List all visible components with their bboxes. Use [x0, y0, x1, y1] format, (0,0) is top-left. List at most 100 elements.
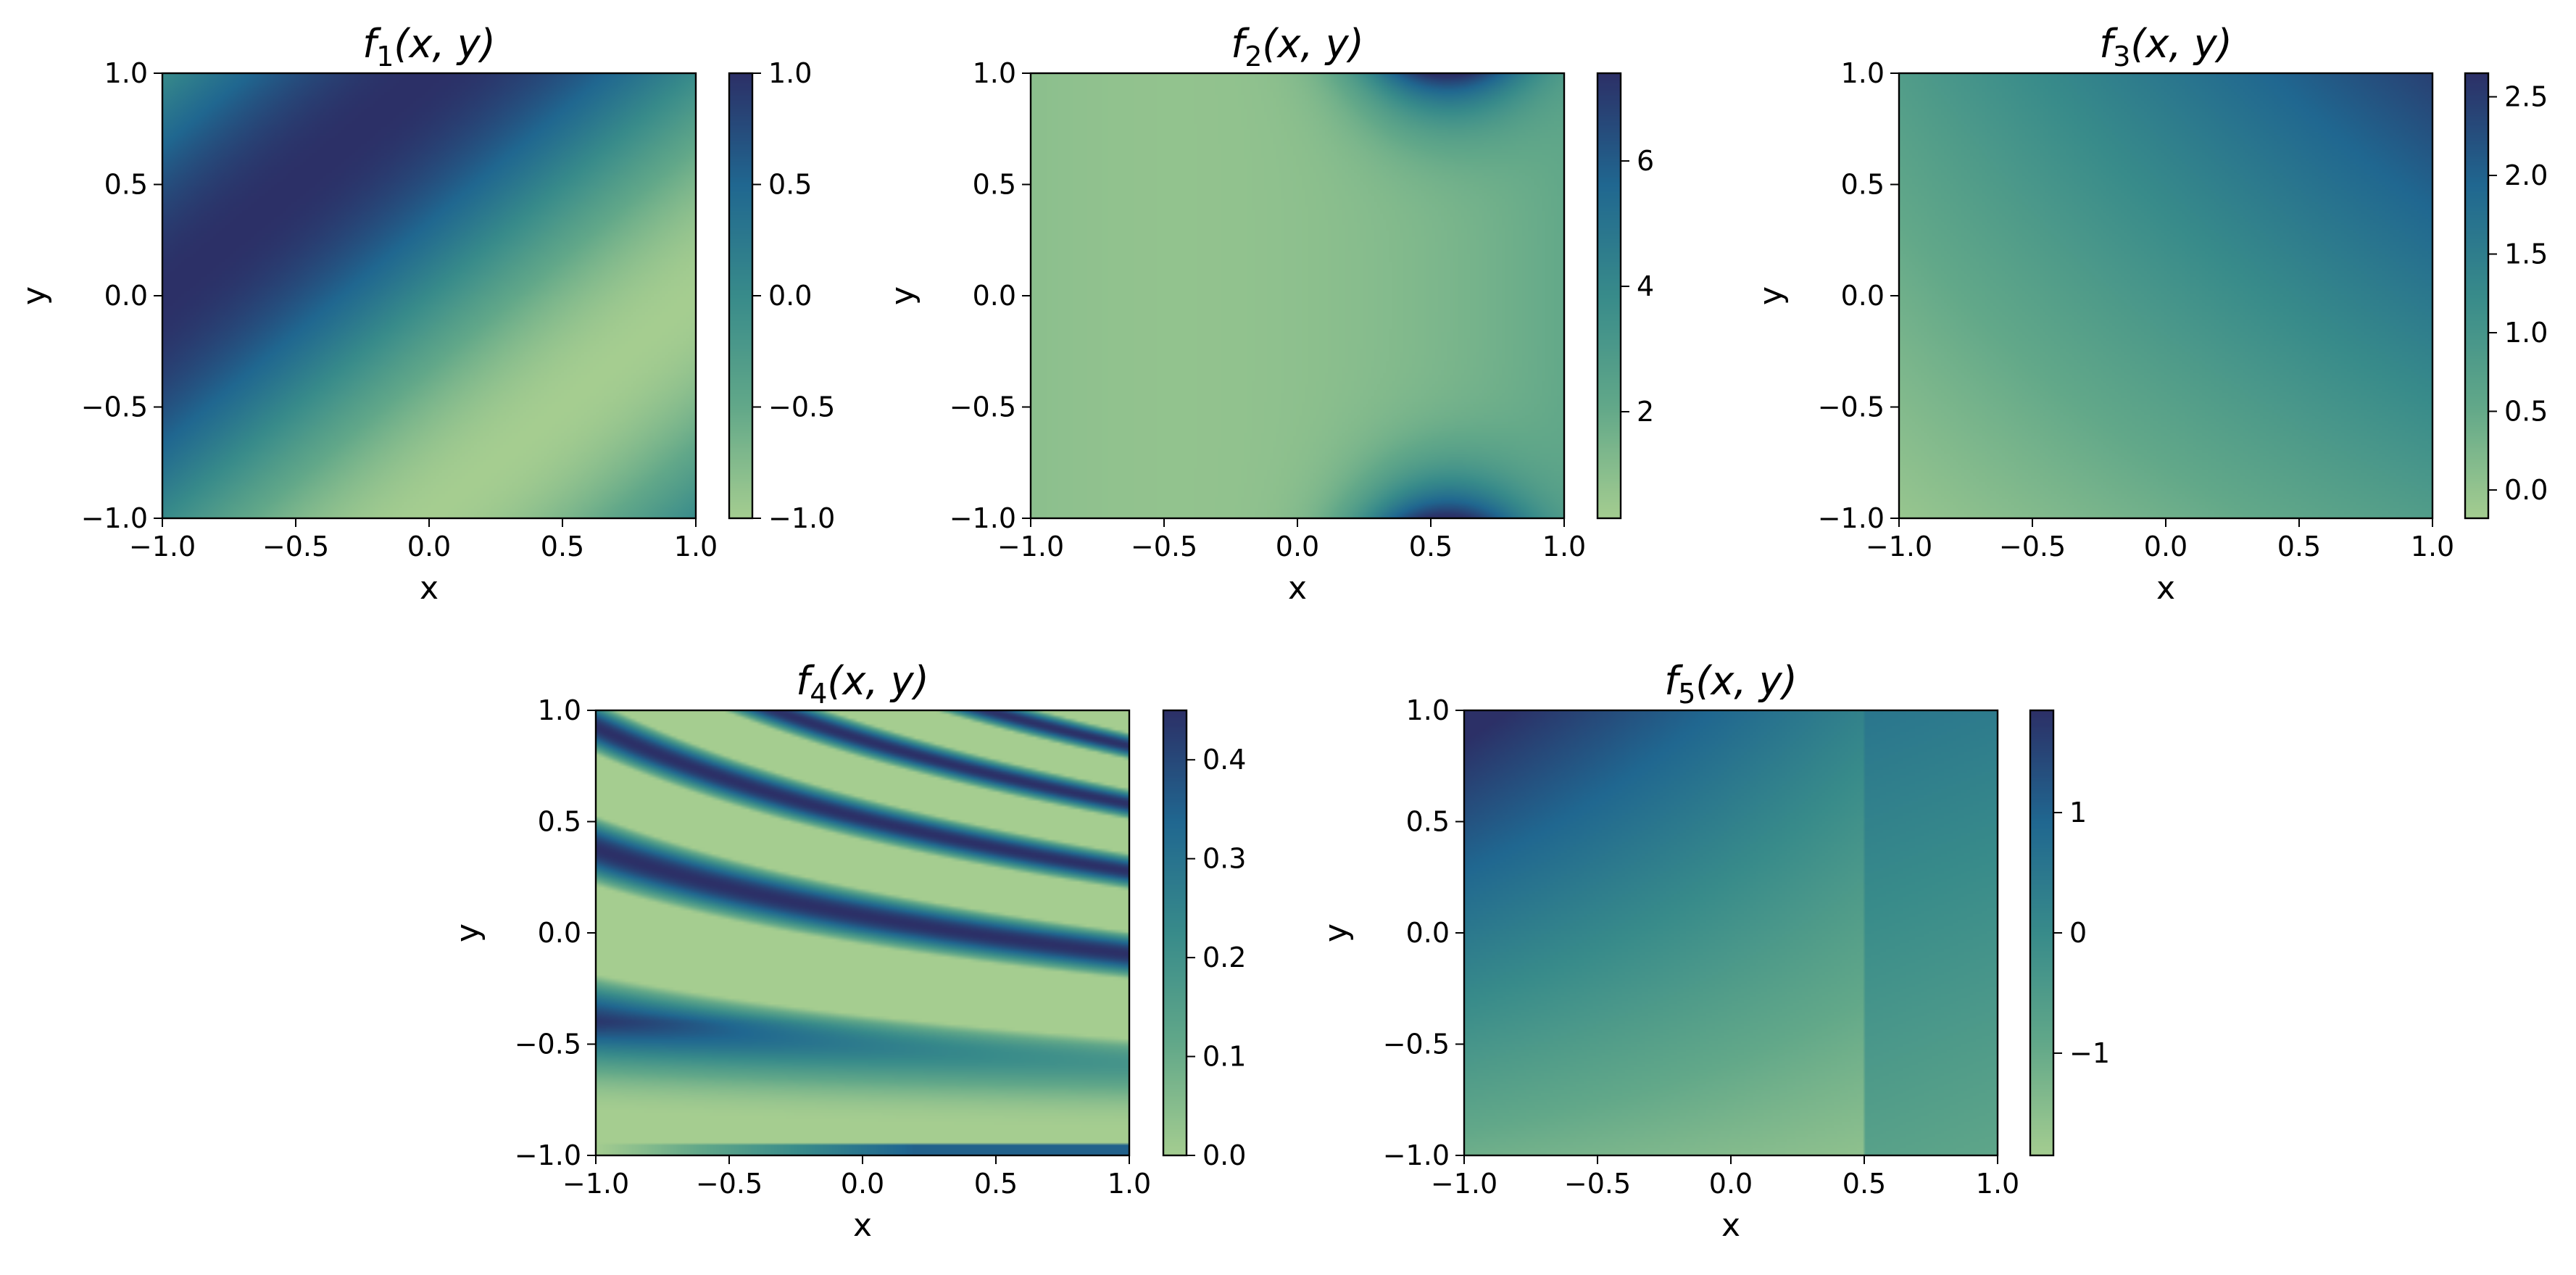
heatmap-image [1899, 73, 2432, 518]
y-tick-label: −1.0 [1818, 502, 1885, 534]
colorbar-tick-label: −0.5 [768, 391, 835, 423]
x-tick-label: 0.5 [1842, 1168, 1886, 1200]
x-tick-label: −0.5 [696, 1168, 763, 1200]
y-tick-label: 1.0 [1841, 57, 1885, 89]
x-tick-label: −1.0 [997, 531, 1064, 562]
x-axis-label: x [420, 570, 439, 607]
title-arguments: (x, y) [2130, 21, 2232, 67]
colorbar-gradient [2030, 710, 2053, 1155]
x-tick-label: −0.5 [262, 531, 329, 562]
x-tick-label: 1.0 [1976, 1168, 2019, 1200]
y-tick-label: 1.0 [104, 57, 148, 89]
colorbar-tick-label: 0.0 [1202, 1139, 1246, 1171]
colorbar-gradient [1597, 73, 1621, 518]
title-arguments: (x, y) [1695, 658, 1797, 704]
x-tick-label: 0.0 [1276, 531, 1319, 562]
x-axis-label: x [1288, 570, 1307, 607]
colorbar-tick-label: 0.5 [2504, 395, 2548, 427]
subplot-2: −1.0 −0.5 0.0 0.5 1.0 −1.0 −0.5 0.0 0.5 1.0 x y f2(x… [884, 21, 1654, 607]
title-subscript: 4 [810, 678, 827, 710]
y-axis-label: y [884, 286, 921, 305]
heatmap-image [162, 73, 696, 518]
colorbar-tick-label: 0 [2069, 917, 2087, 949]
x-tick-label: 0.0 [1709, 1168, 1753, 1200]
x-tick-label: 0.5 [2277, 531, 2321, 562]
colorbar-tick-label: −1.0 [768, 502, 835, 534]
y-tick-label: 0.5 [104, 169, 148, 201]
colorbar-tick-label: 0.0 [2504, 474, 2548, 506]
colorbar-tick-label: 0.4 [1202, 744, 1246, 776]
chart-title: f1(x, y) [362, 21, 496, 72]
x-axis-label: x [2156, 570, 2175, 607]
title-subscript: 2 [1245, 41, 1262, 72]
subplot-4: −1.0 −0.5 0.0 0.5 1.0 −1.0 −0.5 0.0 0.5 1.0 x y f4(x… [449, 658, 1246, 1244]
x-tick-label: 0.0 [2144, 531, 2187, 562]
y-tick-label: −0.5 [1818, 391, 1885, 423]
y-tick-label: 1.0 [538, 694, 581, 726]
x-tick-label: −0.5 [1564, 1168, 1631, 1200]
chart-title: f4(x, y) [796, 658, 929, 710]
title-arguments: (x, y) [827, 658, 928, 704]
x-tick-label: 0.0 [841, 1168, 884, 1200]
chart-title: f3(x, y) [2099, 21, 2232, 72]
y-tick-label: 0.5 [1406, 806, 1450, 838]
y-tick-label: −0.5 [81, 391, 148, 423]
colorbar-frame [1596, 72, 1622, 520]
y-axis-label: y [449, 923, 486, 942]
colorbar-tick-label: 0.0 [768, 280, 812, 312]
title-subscript: 1 [376, 41, 394, 72]
chart-title: f5(x, y) [1664, 658, 1798, 710]
x-tick-label: −1.0 [1866, 531, 1932, 562]
y-tick-label: 0.5 [1841, 169, 1885, 201]
x-tick-label: −0.5 [1999, 531, 2066, 562]
y-tick-label: −1.0 [81, 502, 148, 534]
y-tick-label: 0.0 [973, 280, 1016, 312]
x-tick-label: −1.0 [562, 1168, 629, 1200]
y-tick-label: 0.0 [1841, 280, 1885, 312]
colorbar-gradient [2465, 73, 2488, 518]
colorbar-tick-label: 6 [1637, 145, 1654, 177]
x-axis-label: x [853, 1207, 872, 1244]
colorbar-tick-label: 1.5 [2504, 238, 2548, 270]
colorbar-frame [1162, 709, 1188, 1157]
x-tick-label: 0.0 [407, 531, 451, 562]
x-tick-label: 1.0 [2411, 531, 2454, 562]
colorbar-tick-label: 1 [2069, 797, 2087, 828]
colorbar-gradient [1163, 710, 1187, 1155]
subplot-5: −1.0 −0.5 0.0 0.5 1.0 −1.0 −0.5 0.0 0.5 1.0 x y f5(x… [1318, 658, 2110, 1244]
y-tick-label: −1.0 [1383, 1139, 1450, 1171]
x-tick-label: 1.0 [1108, 1168, 1151, 1200]
colorbar-tick-label: 0.5 [768, 169, 812, 201]
x-tick-label: −1.0 [1431, 1168, 1497, 1200]
y-tick-label: 0.0 [1406, 917, 1450, 949]
y-tick-label: 1.0 [973, 57, 1016, 89]
colorbar-tick-label: 0.1 [1202, 1041, 1246, 1073]
x-tick-label: 1.0 [674, 531, 718, 562]
x-tick-label: 0.5 [1409, 531, 1453, 562]
subplot-1: −1.0 −0.5 0.0 0.5 1.0 −1.0 −0.5 0.0 0.5 1.0 x y f1(x… [16, 21, 835, 607]
colorbar-tick-label: 0.2 [1202, 942, 1246, 973]
x-tick-label: 0.5 [974, 1168, 1018, 1200]
x-tick-label: −1.0 [129, 531, 196, 562]
colorbar-tick-label: 2 [1637, 396, 1654, 428]
y-tick-label: 0.0 [104, 280, 148, 312]
y-tick-label: −1.0 [950, 502, 1016, 534]
y-tick-label: 0.0 [538, 917, 581, 949]
x-axis-label: x [1721, 1207, 1740, 1244]
title-arguments: (x, y) [394, 21, 495, 67]
colorbar-tick-label: 4 [1637, 270, 1654, 302]
y-tick-label: −1.0 [515, 1139, 581, 1171]
colorbar-tick-label: −1 [2069, 1037, 2110, 1069]
y-tick-label: 1.0 [1406, 694, 1450, 726]
x-tick-label: 0.5 [541, 531, 584, 562]
y-axis-label: y [16, 286, 53, 305]
y-tick-label: −0.5 [1383, 1029, 1450, 1060]
heatmap-image [1031, 73, 1564, 518]
title-subscript: 3 [2113, 41, 2130, 72]
y-tick-label: −0.5 [515, 1029, 581, 1060]
heatmap-image [596, 710, 1129, 1155]
title-subscript: 5 [1678, 678, 1695, 710]
colorbar-tick-label: 1.0 [2504, 317, 2548, 349]
colorbar-tick-label: 2.0 [2504, 159, 2548, 191]
